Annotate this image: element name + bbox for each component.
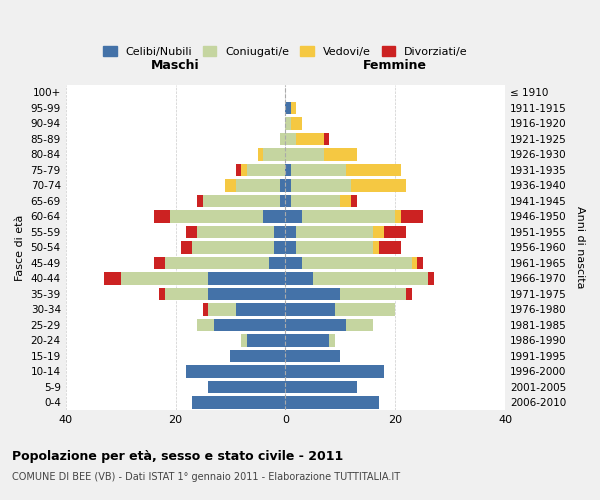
Bar [286, 117, 291, 130]
Bar [164, 256, 269, 269]
Bar [247, 334, 286, 346]
Bar [373, 226, 384, 238]
Bar [104, 272, 121, 284]
Bar [236, 179, 280, 192]
Bar [208, 272, 286, 284]
Bar [280, 194, 286, 207]
Bar [154, 210, 170, 222]
Bar [164, 288, 208, 300]
Bar [428, 272, 434, 284]
Bar [280, 132, 286, 145]
Bar [286, 148, 324, 160]
Bar [335, 303, 395, 316]
Bar [324, 132, 329, 145]
Bar [313, 272, 428, 284]
Bar [286, 272, 313, 284]
Bar [208, 303, 236, 316]
Bar [302, 210, 395, 222]
Bar [263, 210, 286, 222]
Bar [225, 179, 236, 192]
Bar [286, 303, 335, 316]
Bar [286, 334, 329, 346]
Bar [258, 148, 263, 160]
Bar [274, 241, 286, 254]
Bar [241, 164, 247, 176]
Bar [412, 256, 417, 269]
Bar [286, 132, 296, 145]
Bar [154, 256, 164, 269]
Bar [302, 256, 412, 269]
Bar [291, 164, 346, 176]
Bar [329, 334, 335, 346]
Bar [406, 288, 412, 300]
Bar [296, 132, 324, 145]
Bar [181, 241, 192, 254]
Y-axis label: Fasce di età: Fasce di età [15, 214, 25, 280]
Bar [230, 350, 286, 362]
Bar [208, 380, 286, 393]
Bar [346, 318, 373, 331]
Bar [236, 164, 241, 176]
Bar [286, 396, 379, 408]
Legend: Celibi/Nubili, Coniugati/e, Vedovi/e, Divorziati/e: Celibi/Nubili, Coniugati/e, Vedovi/e, Di… [99, 42, 472, 61]
Bar [121, 272, 208, 284]
Bar [286, 380, 357, 393]
Bar [286, 288, 340, 300]
Bar [286, 226, 296, 238]
Bar [286, 210, 302, 222]
Bar [351, 179, 406, 192]
Bar [286, 318, 346, 331]
Text: Maschi: Maschi [151, 60, 200, 72]
Bar [263, 148, 286, 160]
Bar [192, 241, 274, 254]
Bar [401, 210, 422, 222]
Bar [274, 226, 286, 238]
Bar [203, 303, 208, 316]
Bar [187, 226, 197, 238]
Bar [340, 288, 406, 300]
Bar [351, 194, 357, 207]
Bar [346, 164, 401, 176]
Bar [208, 288, 286, 300]
Bar [214, 318, 286, 331]
Text: Popolazione per età, sesso e stato civile - 2011: Popolazione per età, sesso e stato civil… [12, 450, 343, 463]
Bar [187, 365, 286, 378]
Bar [291, 102, 296, 114]
Bar [286, 164, 291, 176]
Bar [395, 210, 401, 222]
Bar [291, 179, 351, 192]
Bar [286, 241, 296, 254]
Y-axis label: Anni di nascita: Anni di nascita [575, 206, 585, 288]
Bar [170, 210, 263, 222]
Bar [417, 256, 422, 269]
Bar [296, 226, 373, 238]
Bar [379, 241, 401, 254]
Bar [291, 194, 340, 207]
Bar [159, 288, 164, 300]
Bar [241, 334, 247, 346]
Bar [197, 318, 214, 331]
Text: COMUNE DI BEE (VB) - Dati ISTAT 1° gennaio 2011 - Elaborazione TUTTITALIA.IT: COMUNE DI BEE (VB) - Dati ISTAT 1° genna… [12, 472, 400, 482]
Bar [203, 194, 280, 207]
Bar [286, 256, 302, 269]
Bar [291, 117, 302, 130]
Bar [197, 226, 274, 238]
Bar [324, 148, 357, 160]
Bar [197, 194, 203, 207]
Bar [236, 303, 286, 316]
Bar [286, 179, 291, 192]
Text: Femmine: Femmine [363, 60, 427, 72]
Bar [280, 179, 286, 192]
Bar [296, 241, 373, 254]
Bar [192, 396, 286, 408]
Bar [340, 194, 351, 207]
Bar [384, 226, 406, 238]
Bar [286, 365, 384, 378]
Bar [373, 241, 379, 254]
Bar [286, 102, 291, 114]
Bar [286, 194, 291, 207]
Bar [286, 350, 340, 362]
Bar [247, 164, 286, 176]
Bar [269, 256, 286, 269]
